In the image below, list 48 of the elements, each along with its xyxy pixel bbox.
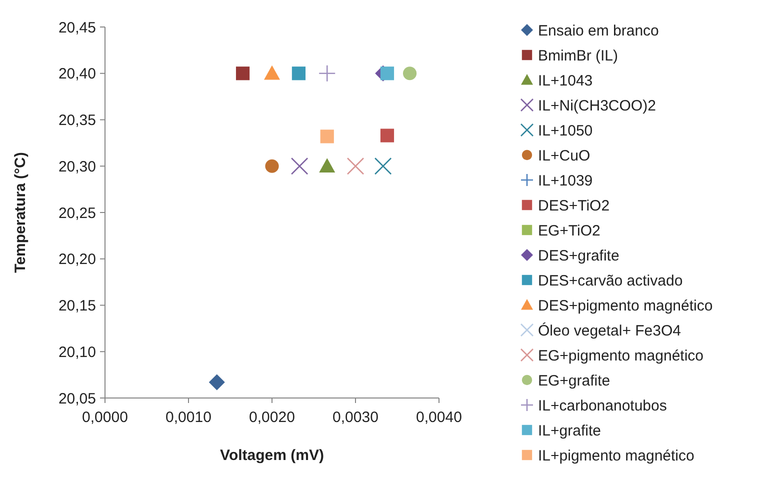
legend-label: IL+1043 (538, 72, 593, 90)
y-axis-title: Temperatura (°C) (12, 152, 29, 273)
legend-label: EG+grafite (538, 372, 610, 390)
x-tick-label: 0,0030 (332, 409, 378, 426)
legend-label: Óleo vegetal+ Fe3O4 (538, 321, 682, 340)
x-tick-label: 0,0000 (82, 409, 128, 426)
y-tick-label: 20,10 (58, 344, 96, 361)
legend-label: DES+carvão activado (538, 272, 683, 290)
legend-label: EG+TiO2 (538, 222, 600, 240)
x-axis-title: Voltagem (mV) (220, 447, 324, 464)
point (346, 157, 364, 175)
legend-label: DES+TiO2 (538, 197, 610, 214)
point (320, 130, 334, 144)
y-tick-label: 20,20 (58, 251, 96, 268)
point (402, 66, 417, 80)
y-tick-label: 20,40 (58, 66, 96, 83)
legend-label: BmimBr (IL) (538, 47, 618, 64)
legend-label: DES+pigmento magnético (538, 297, 713, 314)
legend-label: IL+1039 (538, 172, 593, 190)
point (265, 159, 279, 173)
point (292, 66, 306, 80)
point (319, 158, 336, 173)
y-tick-label: 20,15 (58, 298, 96, 314)
y-tick-label: 20,45 (58, 19, 96, 36)
point (380, 66, 394, 80)
y-tick-label: 20,05 (58, 390, 96, 408)
point (380, 128, 394, 142)
point (236, 66, 250, 80)
legend-label: IL+pigmento magnético (538, 447, 694, 464)
legend-label: IL+1050 (538, 122, 593, 140)
legend-label: IL+grafite (538, 422, 601, 440)
x-tick-label: 0,0020 (249, 409, 295, 426)
point (290, 157, 308, 175)
y-tick-label: 20,25 (58, 204, 96, 222)
point (318, 64, 336, 82)
point (264, 65, 280, 80)
legend-label: IL+CuO (538, 147, 590, 164)
point (374, 157, 392, 175)
y-tick-label: 20,35 (58, 112, 96, 129)
legend-label: IL+Ni(CH3COO)2 (538, 97, 656, 114)
legend-label: Ensaio em branco (538, 22, 659, 40)
x-tick-label: 0,0040 (416, 409, 462, 426)
point (208, 374, 225, 390)
legend-label: IL+carbonanotubos (538, 397, 667, 414)
y-tick-label: 20,30 (58, 158, 96, 176)
legend-label: DES+grafite (538, 247, 620, 264)
x-tick-label: 0,0010 (166, 409, 212, 426)
legend-label: EG+pigmento magnético (538, 347, 704, 364)
